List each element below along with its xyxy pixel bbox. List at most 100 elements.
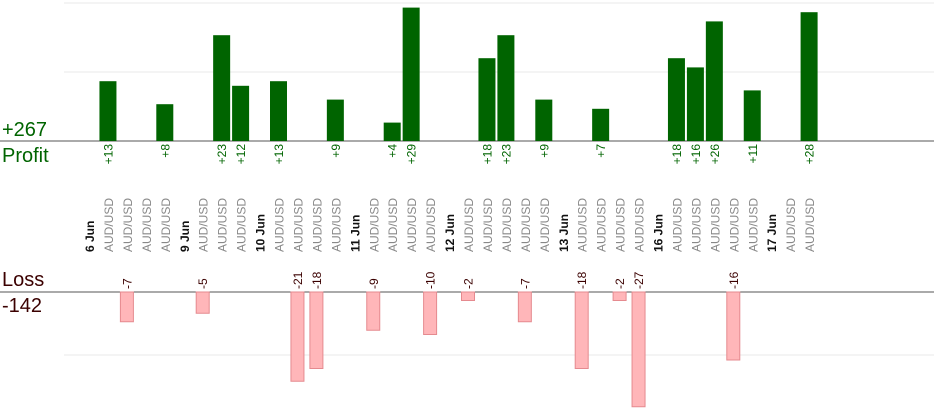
chart-marks: 6 Jun AUD/USD +13 AUD/USD -7 AUD/USD AUD/USD +8… — [83, 7, 818, 408]
trade-label: AUD/USD — [595, 198, 609, 252]
trade-label: AUD/USD — [121, 198, 135, 252]
loss-bar — [195, 291, 210, 314]
loss-value-label: -18 — [310, 271, 324, 289]
profit-value-label: +13 — [101, 144, 115, 165]
profit-value-label: +26 — [708, 144, 722, 165]
profit-value-label: +9 — [537, 144, 551, 158]
profit-value-label: +12 — [234, 144, 248, 165]
profit-value-label: +18 — [480, 144, 494, 165]
loss-bar — [309, 291, 324, 369]
date-label: 11 Jun — [348, 215, 362, 252]
date-label: 12 Jun — [443, 214, 457, 252]
trade-label: AUD/USD — [576, 198, 590, 252]
profit-label: Profit — [2, 145, 49, 167]
trade-label: AUD/USD — [538, 198, 552, 252]
loss-value-label: -9 — [367, 278, 381, 289]
profit-value-label: +28 — [803, 144, 817, 165]
profit-bar — [667, 58, 685, 142]
profit-value-label: +4 — [386, 144, 400, 158]
trade-label: AUD/USD — [310, 198, 324, 252]
loss-bar — [631, 291, 646, 408]
loss-value-label: -2 — [462, 278, 476, 289]
loss-value-label: -5 — [196, 278, 210, 289]
loss-bar — [119, 291, 134, 323]
trade-label: AUD/USD — [140, 198, 154, 252]
profit-bar — [402, 7, 420, 141]
profit-value-label: +18 — [670, 144, 684, 165]
profit-total: +267 — [2, 119, 48, 141]
trade-label: AUD/USD — [197, 198, 211, 252]
profit-value-label: +7 — [594, 144, 608, 158]
profit-bar — [478, 58, 496, 142]
loss-total: -142 — [2, 295, 43, 317]
loss-bar — [517, 291, 532, 323]
profit-value-label: +16 — [689, 144, 703, 165]
trade-label: AUD/USD — [519, 198, 533, 252]
trade-label: AUD/USD — [102, 198, 116, 252]
trade-label: AUD/USD — [159, 198, 173, 252]
loss-value-label: -21 — [291, 271, 305, 289]
profit-value-label: +29 — [405, 144, 419, 165]
trade-label: AUD/USD — [367, 198, 381, 252]
trade-label: AUD/USD — [386, 198, 400, 252]
loss-value-label: -10 — [424, 271, 438, 289]
trade-label: AUD/USD — [633, 198, 647, 252]
loss-bar — [423, 291, 438, 335]
profit-bar — [232, 85, 250, 141]
trade-label: AUD/USD — [424, 198, 438, 252]
loss-bar — [290, 291, 305, 382]
loss-value-label: -7 — [120, 278, 134, 289]
loss-value-label: -18 — [575, 271, 589, 289]
profit-value-label: +11 — [746, 144, 760, 164]
loss-bar — [612, 291, 627, 301]
trade-label: AUD/USD — [727, 198, 741, 252]
trade-label: AUD/USD — [235, 198, 249, 252]
trade-label: AUD/USD — [405, 198, 419, 252]
profit-bar — [497, 35, 515, 142]
profit-bar — [686, 67, 704, 141]
trade-label: AUD/USD — [273, 198, 287, 252]
loss-value-label: -2 — [613, 278, 627, 289]
loss-bar — [461, 291, 475, 301]
trade-label: AUD/USD — [500, 198, 514, 252]
profit-value-label: +23 — [499, 144, 513, 165]
date-label: 13 Jun — [557, 214, 571, 252]
date-label: 16 Jun — [652, 214, 666, 252]
loss-label: Loss — [2, 269, 45, 291]
loss-bar — [574, 291, 589, 369]
profit-bar — [156, 104, 174, 141]
trade-label: AUD/USD — [784, 198, 798, 252]
profit-bar — [326, 99, 344, 141]
loss-bar — [726, 291, 741, 361]
profit-bar — [705, 21, 723, 141]
profit-bar — [99, 81, 117, 141]
trade-label: AUD/USD — [291, 198, 305, 252]
trade-label: AUD/USD — [689, 198, 703, 252]
trade-label: AUD/USD — [216, 198, 230, 252]
loss-bar — [366, 291, 381, 331]
loss-value-label: -7 — [518, 278, 532, 289]
loss-value-label: -16 — [727, 271, 741, 289]
profit-bar — [592, 108, 610, 141]
profit-bar — [800, 12, 818, 142]
date-label: 17 Jun — [765, 214, 779, 252]
profit-bar — [213, 35, 231, 142]
date-label: 6 Jun — [83, 221, 97, 252]
trade-label: AUD/USD — [614, 198, 628, 252]
trade-label: AUD/USD — [329, 198, 343, 252]
profit-bar — [270, 81, 287, 141]
trade-label: AUD/USD — [708, 198, 722, 252]
date-label: 9 Jun — [178, 221, 192, 252]
trade-label: AUD/USD — [481, 198, 495, 252]
profit-value-label: +9 — [329, 144, 343, 158]
date-label: 10 Jun — [254, 214, 268, 252]
trade-label: AUD/USD — [803, 198, 817, 252]
profit-bar — [383, 122, 401, 141]
profit-value-label: +23 — [215, 144, 229, 165]
profit-bar — [743, 90, 761, 141]
trade-label: AUD/USD — [670, 198, 684, 252]
loss-value-label: -27 — [632, 271, 646, 289]
profit-value-label: +13 — [272, 144, 286, 165]
profit-bar — [535, 99, 553, 141]
